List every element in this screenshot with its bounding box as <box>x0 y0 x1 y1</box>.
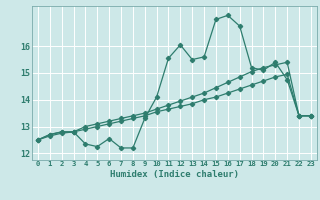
X-axis label: Humidex (Indice chaleur): Humidex (Indice chaleur) <box>110 170 239 179</box>
